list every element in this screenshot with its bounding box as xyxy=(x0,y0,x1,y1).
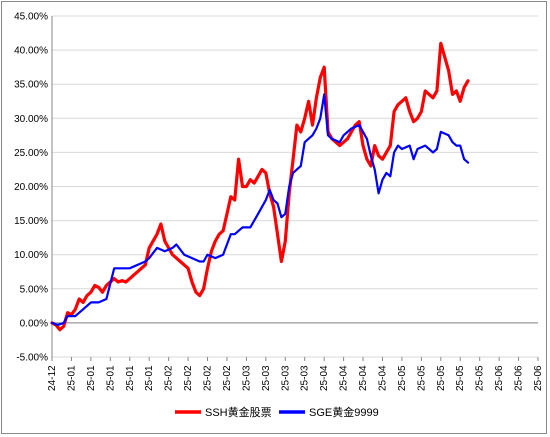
y-tick-label: -5.00% xyxy=(16,353,48,364)
x-tick-label: 25-04 xyxy=(319,365,330,391)
x-tick-label: 25-05 xyxy=(455,365,466,391)
series-lines xyxy=(50,41,470,332)
y-tick-label: 40.00% xyxy=(14,46,48,57)
x-tick-label: 25-05 xyxy=(475,365,486,391)
x-tick-label: 25-01 xyxy=(125,365,136,391)
y-tick-label: 25.00% xyxy=(14,148,48,159)
series-line-1 xyxy=(50,93,470,326)
legend-label-0: SSH黄金股票 xyxy=(205,405,272,419)
x-tick-label: 25-05 xyxy=(397,365,408,391)
x-tick-label: 25-06 xyxy=(533,365,544,391)
y-tick-label: 5.00% xyxy=(20,284,48,295)
x-tick-label: 25-05 xyxy=(416,365,427,391)
x-tick-label: 25-02 xyxy=(222,365,233,391)
x-tick-label: 25-06 xyxy=(514,365,525,391)
y-tick-label: 10.00% xyxy=(14,250,48,261)
x-tick-label: 25-01 xyxy=(66,365,77,391)
legend-label-1: SGE黄金9999 xyxy=(309,405,379,419)
x-tick-label: 25-04 xyxy=(339,365,350,391)
x-tick-label: 25-02 xyxy=(203,365,214,391)
x-tick-label: 24-12 xyxy=(47,365,58,391)
x-tick-label: 25-03 xyxy=(300,365,311,391)
x-tick-label: 25-02 xyxy=(183,365,194,391)
x-tick-label: 25-02 xyxy=(164,365,175,391)
y-tick-label: 35.00% xyxy=(14,80,48,91)
y-tick-label: 20.00% xyxy=(14,182,48,193)
y-tick-label: 45.00% xyxy=(14,12,48,23)
x-tick-label: 25-01 xyxy=(144,365,155,391)
x-tick-label: 25-03 xyxy=(280,365,291,391)
y-tick-label: 30.00% xyxy=(14,114,48,125)
x-tick-label: 25-03 xyxy=(241,365,252,391)
x-tick-label: 25-05 xyxy=(436,365,447,391)
y-axis-ticks: -5.00% 0.00% 5.00% 10.00% 15.00% 20.00% 25.00%… xyxy=(14,12,48,364)
y-tick-label: 15.00% xyxy=(14,216,48,227)
legend: SSH黄金股票 SGE黄金9999 xyxy=(175,405,379,419)
x-tick-label: 25-03 xyxy=(261,365,272,391)
x-tick-label: 25-06 xyxy=(494,365,505,391)
series-line-0 xyxy=(50,41,470,332)
x-tick-label: 25-04 xyxy=(358,365,369,391)
x-tick-label: 25-01 xyxy=(86,365,97,391)
x-tick-label: 25-01 xyxy=(105,365,116,391)
x-tick-label: 25-04 xyxy=(377,365,388,391)
gridlines xyxy=(51,15,538,358)
x-axis-ticks: 24-12 25-01 25-01 25-01 25-01 25-01 25-02 25-02… xyxy=(47,357,544,391)
y-tick-label: 0.00% xyxy=(20,318,48,329)
